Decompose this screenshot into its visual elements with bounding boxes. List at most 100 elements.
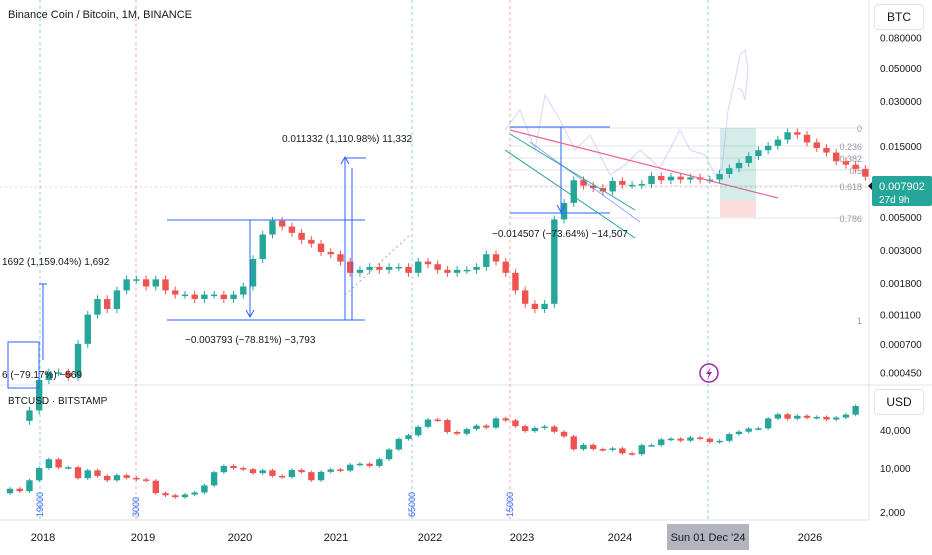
candle-body	[201, 294, 208, 300]
label-drop-2022: −0.014507 (−73.64%) −14,507	[492, 229, 628, 240]
candle-body	[347, 261, 354, 273]
candle-body	[366, 463, 373, 466]
candle-body	[123, 475, 130, 478]
candle-body	[395, 438, 402, 450]
upper-candles	[26, 128, 869, 425]
candle-body	[638, 445, 645, 455]
upper-axis-tick: 0.015000	[880, 142, 922, 153]
candle-body	[492, 254, 500, 262]
candle-body	[74, 343, 82, 377]
candle-body	[142, 279, 150, 287]
time-axis-label: 2022	[418, 532, 442, 544]
candle-body	[755, 150, 762, 157]
upper-axis-tick: 0.050000	[880, 64, 922, 75]
channel-lower[interactable]	[504, 149, 636, 239]
trendline-descending[interactable]	[509, 129, 779, 199]
measure-box-2017[interactable]	[7, 341, 40, 389]
candle-body	[424, 261, 432, 265]
candle-body	[823, 416, 830, 420]
lightning-icon[interactable]	[699, 363, 719, 383]
candle-body	[512, 272, 519, 291]
candle-body	[784, 414, 791, 419]
price-badge-countdown: 27d 9h	[879, 195, 910, 206]
candle-body	[65, 467, 72, 469]
candle-body	[94, 299, 101, 315]
candle-body	[726, 168, 733, 174]
candle-body	[745, 428, 752, 432]
candle-body	[667, 438, 675, 441]
candle-body	[6, 488, 14, 494]
candle-body	[317, 243, 325, 252]
candle-body	[395, 266, 402, 269]
candle-body	[123, 279, 130, 291]
candle-body	[356, 463, 364, 466]
candle-body	[405, 266, 412, 273]
candle-body	[133, 279, 140, 281]
candle-body	[560, 202, 568, 220]
candle-body	[269, 220, 276, 235]
channel-upper[interactable]	[509, 133, 636, 211]
candle-body	[473, 425, 480, 430]
candle-body	[288, 470, 296, 478]
candle-body	[415, 261, 422, 273]
lower-scale-button[interactable]: USD	[874, 389, 924, 415]
candle-body	[240, 286, 247, 295]
candle-body	[483, 254, 490, 267]
candle-body	[599, 188, 607, 192]
candle-body	[619, 180, 626, 185]
upper-axis-tick: 0.003000	[880, 246, 922, 257]
candle-body	[434, 264, 441, 270]
candle-body	[45, 372, 53, 380]
upper-axis-tick: 0.000450	[880, 368, 922, 379]
candle-body	[133, 477, 140, 480]
candle-body	[716, 173, 723, 180]
candle-body	[298, 470, 305, 473]
range-arrowhead-2019[interactable]	[245, 309, 255, 319]
time-axis-label: 2018	[31, 532, 55, 544]
candle-body	[687, 437, 694, 441]
drawings[interactable]	[0, 48, 869, 389]
upper-price-axis[interactable]: 0.0800000.0500000.0300000.0150000.009000…	[880, 34, 922, 380]
candle-body	[230, 465, 237, 469]
rise-arrowhead-2021[interactable]	[340, 155, 350, 165]
candle-body	[308, 239, 315, 244]
stop-zone[interactable]	[720, 200, 756, 217]
candle-body	[55, 372, 62, 374]
candle-body	[774, 414, 782, 419]
time-axis[interactable]: 2018 2019 2020 2021 2022 2023 2024 2026 Sun 01 D…	[31, 524, 822, 550]
label-drop-2019: −0.003793 (−78.81%) −3,793	[185, 335, 316, 346]
candle-body	[385, 266, 393, 270]
channel-mid[interactable]	[529, 141, 641, 223]
upper-axis-tick: 0.001100	[880, 311, 921, 322]
upper-scale-button[interactable]: BTC	[874, 4, 924, 30]
candle-body	[735, 431, 743, 435]
time-axis-label: 2023	[510, 532, 534, 544]
candle-body	[560, 431, 568, 437]
candle-body	[628, 184, 636, 187]
candle-body	[803, 134, 811, 143]
candle-body	[512, 420, 519, 427]
vertical-marker-labels: 19000 3000 65000 15000	[35, 492, 515, 517]
lightning-bolt-glyph	[706, 367, 712, 380]
candle-body	[220, 465, 228, 473]
candle-body	[453, 431, 461, 434]
candle-body	[619, 448, 626, 454]
upper-scale-label: BTC	[887, 10, 911, 24]
lower-price-axis[interactable]: 40,000 10,000 2,000	[880, 426, 911, 519]
candle-body	[794, 415, 801, 419]
drop-arrowhead-2022[interactable]	[556, 204, 566, 214]
label-rise-2021: 0.011332 (1,110.98%) 11,332	[282, 134, 413, 145]
candle-body	[278, 220, 286, 227]
candle-body	[541, 303, 548, 310]
vertical-marker-label: 19000	[35, 492, 45, 517]
target-zone[interactable]	[720, 128, 756, 200]
fib-label: 0.786	[839, 214, 862, 224]
price-badge-bg	[872, 176, 932, 206]
candle-body	[580, 444, 587, 450]
annotation-labels: 1692 (1,159.04%) 1,692 6 (−79.17%) −569 …	[2, 134, 628, 381]
candle-body	[16, 488, 23, 492]
price-badge-value: 0.007902	[879, 181, 925, 193]
